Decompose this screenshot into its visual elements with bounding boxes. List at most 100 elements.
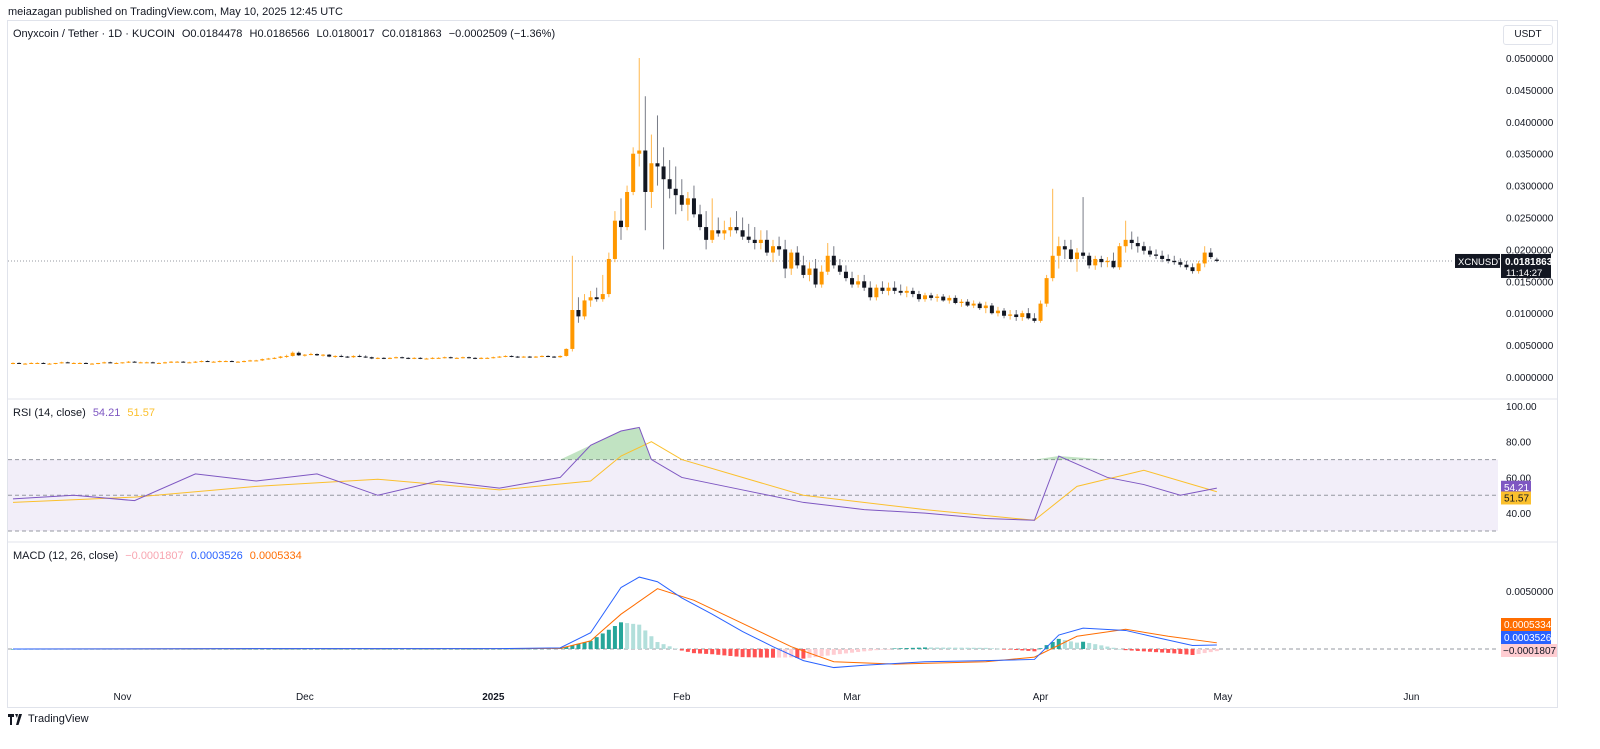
macd-line [12, 576, 1217, 669]
price-axis-tick: 0.0300000 [1506, 182, 1554, 193]
candle-body [764, 239, 769, 253]
macd-histogram-bar [442, 649, 447, 650]
macd-histogram-bar [467, 649, 471, 650]
candle-body [126, 361, 131, 363]
candle-body [1014, 314, 1019, 318]
macd-histogram-bar [436, 649, 441, 650]
candle-body [290, 352, 295, 356]
macd-histogram-bar [357, 649, 362, 650]
macd-histogram-bar [290, 649, 295, 650]
macd-histogram-bar [764, 649, 769, 658]
price-axis-tick: 0.0400000 [1506, 118, 1554, 129]
macd-histogram-bar [1026, 649, 1031, 651]
candle-body [467, 357, 471, 359]
candle-body [777, 246, 782, 250]
candle-body [308, 354, 313, 356]
price-axis-tick: 0.0250000 [1506, 214, 1554, 225]
candle-body [17, 362, 22, 364]
macd-value-tag [1501, 631, 1551, 644]
macd-histogram-bar [1014, 649, 1019, 651]
macd-histogram-bar [1093, 644, 1098, 649]
candle-body [351, 355, 356, 358]
macd-histogram-bar [661, 644, 666, 649]
candle-body [479, 357, 484, 359]
macd-histogram-bar [181, 649, 186, 650]
chart-frame [7, 20, 1558, 708]
candle-body [1160, 255, 1165, 259]
macd-histogram-bar [977, 647, 982, 649]
candle-body [375, 357, 380, 359]
time-axis-tick: Nov [114, 692, 132, 703]
macd-histogram-bar [564, 646, 569, 649]
candle-body [1081, 252, 1086, 256]
candle-body [460, 357, 465, 359]
macd-histogram-bar [473, 649, 478, 650]
macd-histogram-bar [716, 649, 721, 655]
candle-body [807, 268, 812, 275]
time-axis: Nov Dec 2025 Feb Mar Apr May Jun [114, 692, 1420, 703]
macd-histogram-bar [771, 649, 775, 658]
macd-histogram-bar [321, 649, 326, 650]
ticker-symbol-text: XCNUSDT [1458, 257, 1504, 268]
candle-body [831, 255, 836, 266]
candle-body [989, 305, 994, 314]
macd-histogram-bar [296, 649, 301, 650]
candle-body [503, 355, 508, 357]
macd-histogram-bar [995, 648, 1000, 650]
candle-body [235, 361, 240, 363]
macd-histogram-bar [1196, 649, 1201, 655]
candle-body [1172, 260, 1177, 263]
candle-body [181, 361, 186, 363]
macd-histogram-bar [722, 649, 727, 656]
macd-histogram-bar [424, 649, 429, 650]
candle-body [983, 305, 988, 309]
macd-histogram-bar [971, 647, 976, 649]
candle-body [649, 163, 654, 192]
macd-histogram-bar [619, 622, 623, 649]
candle-body [667, 179, 672, 189]
candle-body [935, 296, 940, 298]
candle-body [65, 362, 70, 364]
macd-histogram-bar [953, 647, 958, 649]
macd-histogram-bar [503, 648, 508, 650]
candle-body [515, 356, 520, 358]
macd-histogram-bar [983, 647, 988, 649]
macd-histogram-bar [1141, 649, 1146, 652]
candle-body [1099, 258, 1104, 263]
candle-body [509, 355, 514, 357]
macd-histogram-bar [582, 642, 587, 649]
candle-body [795, 252, 800, 266]
macd-histogram-bar [521, 648, 526, 650]
currency-button[interactable]: USDT [1503, 25, 1553, 45]
candle-body [904, 290, 909, 293]
candle-body [637, 150, 642, 154]
candle-body [594, 297, 599, 300]
macd-legend: MACD (12, 26, close) −0.0001807 0.000352… [13, 550, 306, 562]
rsi-value-tag-text: 54.21 [1504, 483, 1529, 494]
footer-brand-label: TradingView [28, 713, 89, 725]
candle-body [625, 191, 630, 228]
candle-body [114, 362, 119, 364]
macd-histogram-bar [479, 649, 484, 650]
candle-body [381, 357, 386, 359]
candle-body [77, 362, 82, 364]
macd-histogram-bar [430, 649, 435, 650]
macd-histogram-bar [302, 649, 307, 650]
price-pane: 0.0500000 0.0450000 0.0400000 0.0350000 0.03… [8, 54, 1557, 543]
candle-body [90, 363, 95, 365]
candle-body [1032, 318, 1037, 321]
macd-histogram-bar [570, 645, 575, 649]
candle-body [1044, 278, 1049, 304]
candle-body [819, 271, 824, 285]
macd-histogram-bar [837, 649, 842, 655]
candle-body [1062, 246, 1067, 250]
macd-histogram-bar [460, 649, 465, 650]
candle-body [29, 362, 34, 364]
macd-histogram-bar [898, 648, 903, 649]
macd-histogram-bar [1135, 649, 1140, 651]
macd-histogram-bar [649, 636, 654, 649]
candle-body [892, 287, 897, 291]
candle-body [436, 357, 441, 359]
footer-brand[interactable]: TradingView [8, 713, 89, 725]
